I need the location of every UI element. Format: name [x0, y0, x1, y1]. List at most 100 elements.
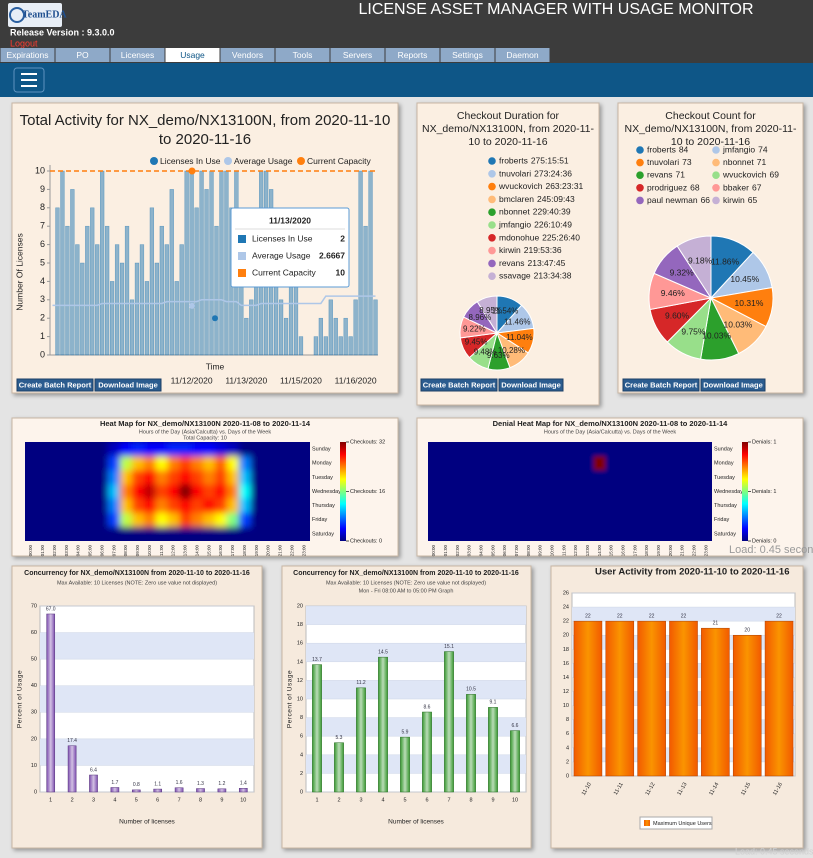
- y-tick-label: 6: [300, 734, 303, 740]
- heat-cell: [215, 498, 228, 514]
- legend-box: [639, 816, 713, 830]
- nav-tab[interactable]: [275, 48, 330, 62]
- button[interactable]: [622, 378, 700, 392]
- value-label: 1.7: [111, 780, 118, 786]
- legend-count: 74: [758, 145, 768, 155]
- heat-cell: [439, 484, 452, 499]
- nav-tab-label[interactable]: Settings: [452, 50, 483, 60]
- nav-tab-label[interactable]: Daemon: [506, 50, 538, 60]
- bar: [159, 225, 164, 356]
- nav-tab-label[interactable]: Usage: [180, 50, 205, 60]
- nav-tab[interactable]: [440, 48, 495, 62]
- nav-tab[interactable]: [165, 48, 220, 62]
- heat-cell: [191, 512, 204, 528]
- heat-cell: [522, 498, 535, 514]
- button[interactable]: [700, 378, 766, 392]
- heat-cell: [439, 442, 452, 457]
- heat-cell: [487, 526, 500, 541]
- nav-tab[interactable]: [220, 48, 275, 62]
- button-label[interactable]: Create Batch Report: [625, 380, 698, 389]
- heat-cell: [274, 470, 287, 485]
- slice-label: 10.03%: [702, 330, 731, 340]
- heat-cell: [36, 484, 50, 499]
- legend-name: jmfangio: [498, 220, 531, 230]
- nav-tab[interactable]: [55, 48, 110, 62]
- x-axis-title: Time: [206, 361, 225, 371]
- button[interactable]: [94, 378, 162, 392]
- chart-title: User Activity from 2020-11-10 to 2020-11…: [595, 567, 790, 578]
- heat-cell: [84, 456, 97, 471]
- nav-tab-label[interactable]: PO: [76, 50, 89, 60]
- heat-cell: [238, 484, 251, 499]
- hour-label: 17:00: [632, 545, 637, 557]
- heat-cell: [487, 456, 500, 471]
- bar: [153, 788, 163, 793]
- heat-cell: [581, 484, 594, 499]
- heat-cell: [617, 526, 630, 541]
- button-label[interactable]: Create Batch Report: [19, 380, 92, 389]
- legend-marker: [712, 184, 720, 192]
- nav-tab-label[interactable]: Expirations: [6, 50, 48, 60]
- nav-tab-label[interactable]: Licenses: [121, 50, 155, 60]
- value-label: 1.4: [240, 781, 247, 787]
- heat-cell: [652, 470, 665, 485]
- heat-cell: [534, 484, 547, 499]
- heat-cell: [96, 470, 109, 485]
- heat-cell: [487, 484, 500, 499]
- heat-cell: [191, 470, 204, 485]
- nav-tab-label[interactable]: Servers: [343, 50, 372, 60]
- nav-tab[interactable]: [110, 48, 165, 62]
- menu-button[interactable]: [13, 67, 45, 93]
- button-label[interactable]: Create Batch Report: [423, 380, 496, 389]
- heat-cell: [226, 442, 240, 457]
- heat-cell: [120, 456, 133, 471]
- heat-cell: [428, 498, 441, 514]
- bar: [328, 299, 333, 356]
- button[interactable]: [498, 378, 564, 392]
- heat-cell: [617, 498, 630, 514]
- nav-tab[interactable]: [0, 48, 55, 62]
- heat-cell: [250, 512, 263, 528]
- button-label[interactable]: Download Image: [501, 380, 561, 389]
- button-label[interactable]: Download Image: [703, 380, 763, 389]
- legend-label: kirwin 65: [723, 195, 757, 205]
- heat-cell: [131, 470, 145, 485]
- nav-tab[interactable]: [495, 48, 550, 62]
- nav-tab-label[interactable]: Tools: [293, 50, 313, 60]
- hour-label: 12:00: [573, 545, 578, 557]
- heat-cell: [676, 498, 689, 514]
- heat-cell: [191, 484, 204, 499]
- legend-duration: 229:40:39: [533, 207, 571, 217]
- heat-cell: [131, 456, 145, 471]
- color-bar: [742, 442, 748, 541]
- heat-cell: [499, 442, 512, 457]
- x-tick-label: 1: [49, 797, 52, 803]
- legend-label: tnuvolari 73: [647, 157, 692, 167]
- heat-cell: [451, 512, 464, 528]
- value-label: 20: [744, 628, 750, 634]
- heat-cell: [72, 498, 85, 514]
- heat-cell: [676, 484, 689, 499]
- logout-link[interactable]: Logout: [10, 38, 38, 48]
- nav-tab[interactable]: [330, 48, 385, 62]
- bar: [184, 170, 189, 356]
- x-tick-label: 8: [199, 797, 202, 803]
- heat-cell: [463, 498, 476, 514]
- heat-cell: [522, 456, 535, 471]
- day-label: Saturday: [714, 531, 736, 537]
- nav-tab-label[interactable]: Reports: [398, 50, 428, 60]
- legend-marker: [488, 246, 496, 255]
- logo-text: TeamEDA: [22, 9, 67, 20]
- nav-tab[interactable]: [385, 48, 440, 62]
- nav-tab-label[interactable]: Vendors: [232, 50, 263, 60]
- legend-count: 65: [748, 195, 758, 205]
- value-label: 5.9: [402, 729, 409, 735]
- heat-cell: [605, 526, 618, 541]
- chart-subtitle: Max Available: 10 Licenses (NOTE: Zero u…: [57, 580, 217, 586]
- button-label[interactable]: Download Image: [98, 380, 158, 389]
- button[interactable]: [420, 378, 498, 392]
- y-tick-label: 12: [297, 678, 303, 684]
- bar: [283, 317, 289, 356]
- button[interactable]: [16, 378, 94, 392]
- heat-cell: [700, 442, 712, 457]
